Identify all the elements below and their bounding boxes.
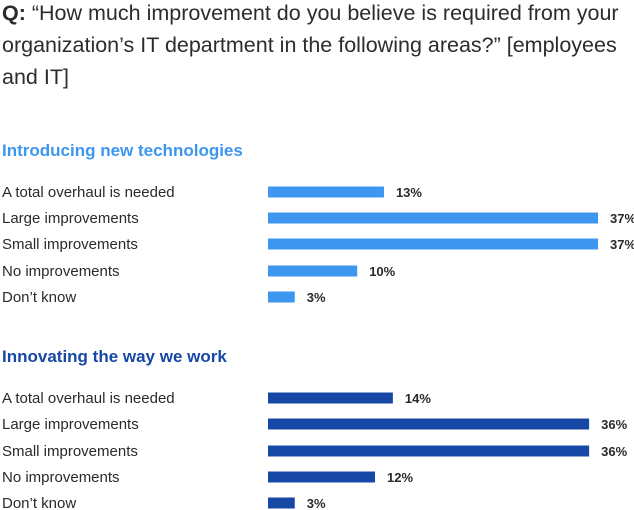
category-label-small-improvements: Small improvements (2, 236, 138, 253)
category-label-large-improvements: Large improvements (2, 210, 139, 227)
category-label-large-improvements: Large improvements (2, 416, 139, 433)
category-label-a-total-overhaul-is-needed: A total overhaul is needed (2, 390, 175, 407)
section-title-way-we-work: Innovating the way we work (2, 347, 227, 366)
category-label-no-improvements: No improvements (2, 469, 120, 486)
bar-no-improvements (268, 471, 376, 483)
question-body: “How much improvement do you believe is … (2, 1, 619, 89)
bar-a-total-overhaul-is-needed (268, 186, 384, 198)
value-label-small-improvements: 37% (610, 237, 634, 252)
bar-large-improvements (268, 212, 599, 224)
bar-don-t-know (268, 497, 295, 509)
value-label-small-improvements: 36% (601, 444, 627, 459)
bar-a-total-overhaul-is-needed (268, 392, 393, 404)
category-label-don-t-know: Don’t know (2, 495, 76, 510)
category-label-no-improvements: No improvements (2, 263, 120, 280)
category-label-small-improvements: Small improvements (2, 443, 138, 460)
bar-large-improvements (268, 418, 590, 430)
question-text: Q: “How much improvement do you believe … (2, 0, 630, 93)
value-label-no-improvements: 10% (369, 264, 395, 279)
value-label-a-total-overhaul-is-needed: 14% (405, 391, 431, 406)
bar-no-improvements (268, 265, 358, 277)
value-label-large-improvements: 37% (610, 211, 634, 226)
value-label-large-improvements: 36% (601, 417, 627, 432)
category-label-a-total-overhaul-is-needed: A total overhaul is needed (2, 184, 175, 201)
value-label-don-t-know: 3% (307, 290, 326, 305)
category-label-don-t-know: Don’t know (2, 289, 76, 306)
bar-small-improvements (268, 445, 590, 457)
section-title-new-technologies: Introducing new technologies (2, 141, 243, 160)
bar-don-t-know (268, 291, 295, 303)
value-label-a-total-overhaul-is-needed: 13% (396, 185, 422, 200)
value-label-don-t-know: 3% (307, 496, 326, 510)
question-prefix: Q: (2, 1, 26, 25)
bar-small-improvements (268, 238, 599, 250)
value-label-no-improvements: 12% (387, 470, 413, 485)
